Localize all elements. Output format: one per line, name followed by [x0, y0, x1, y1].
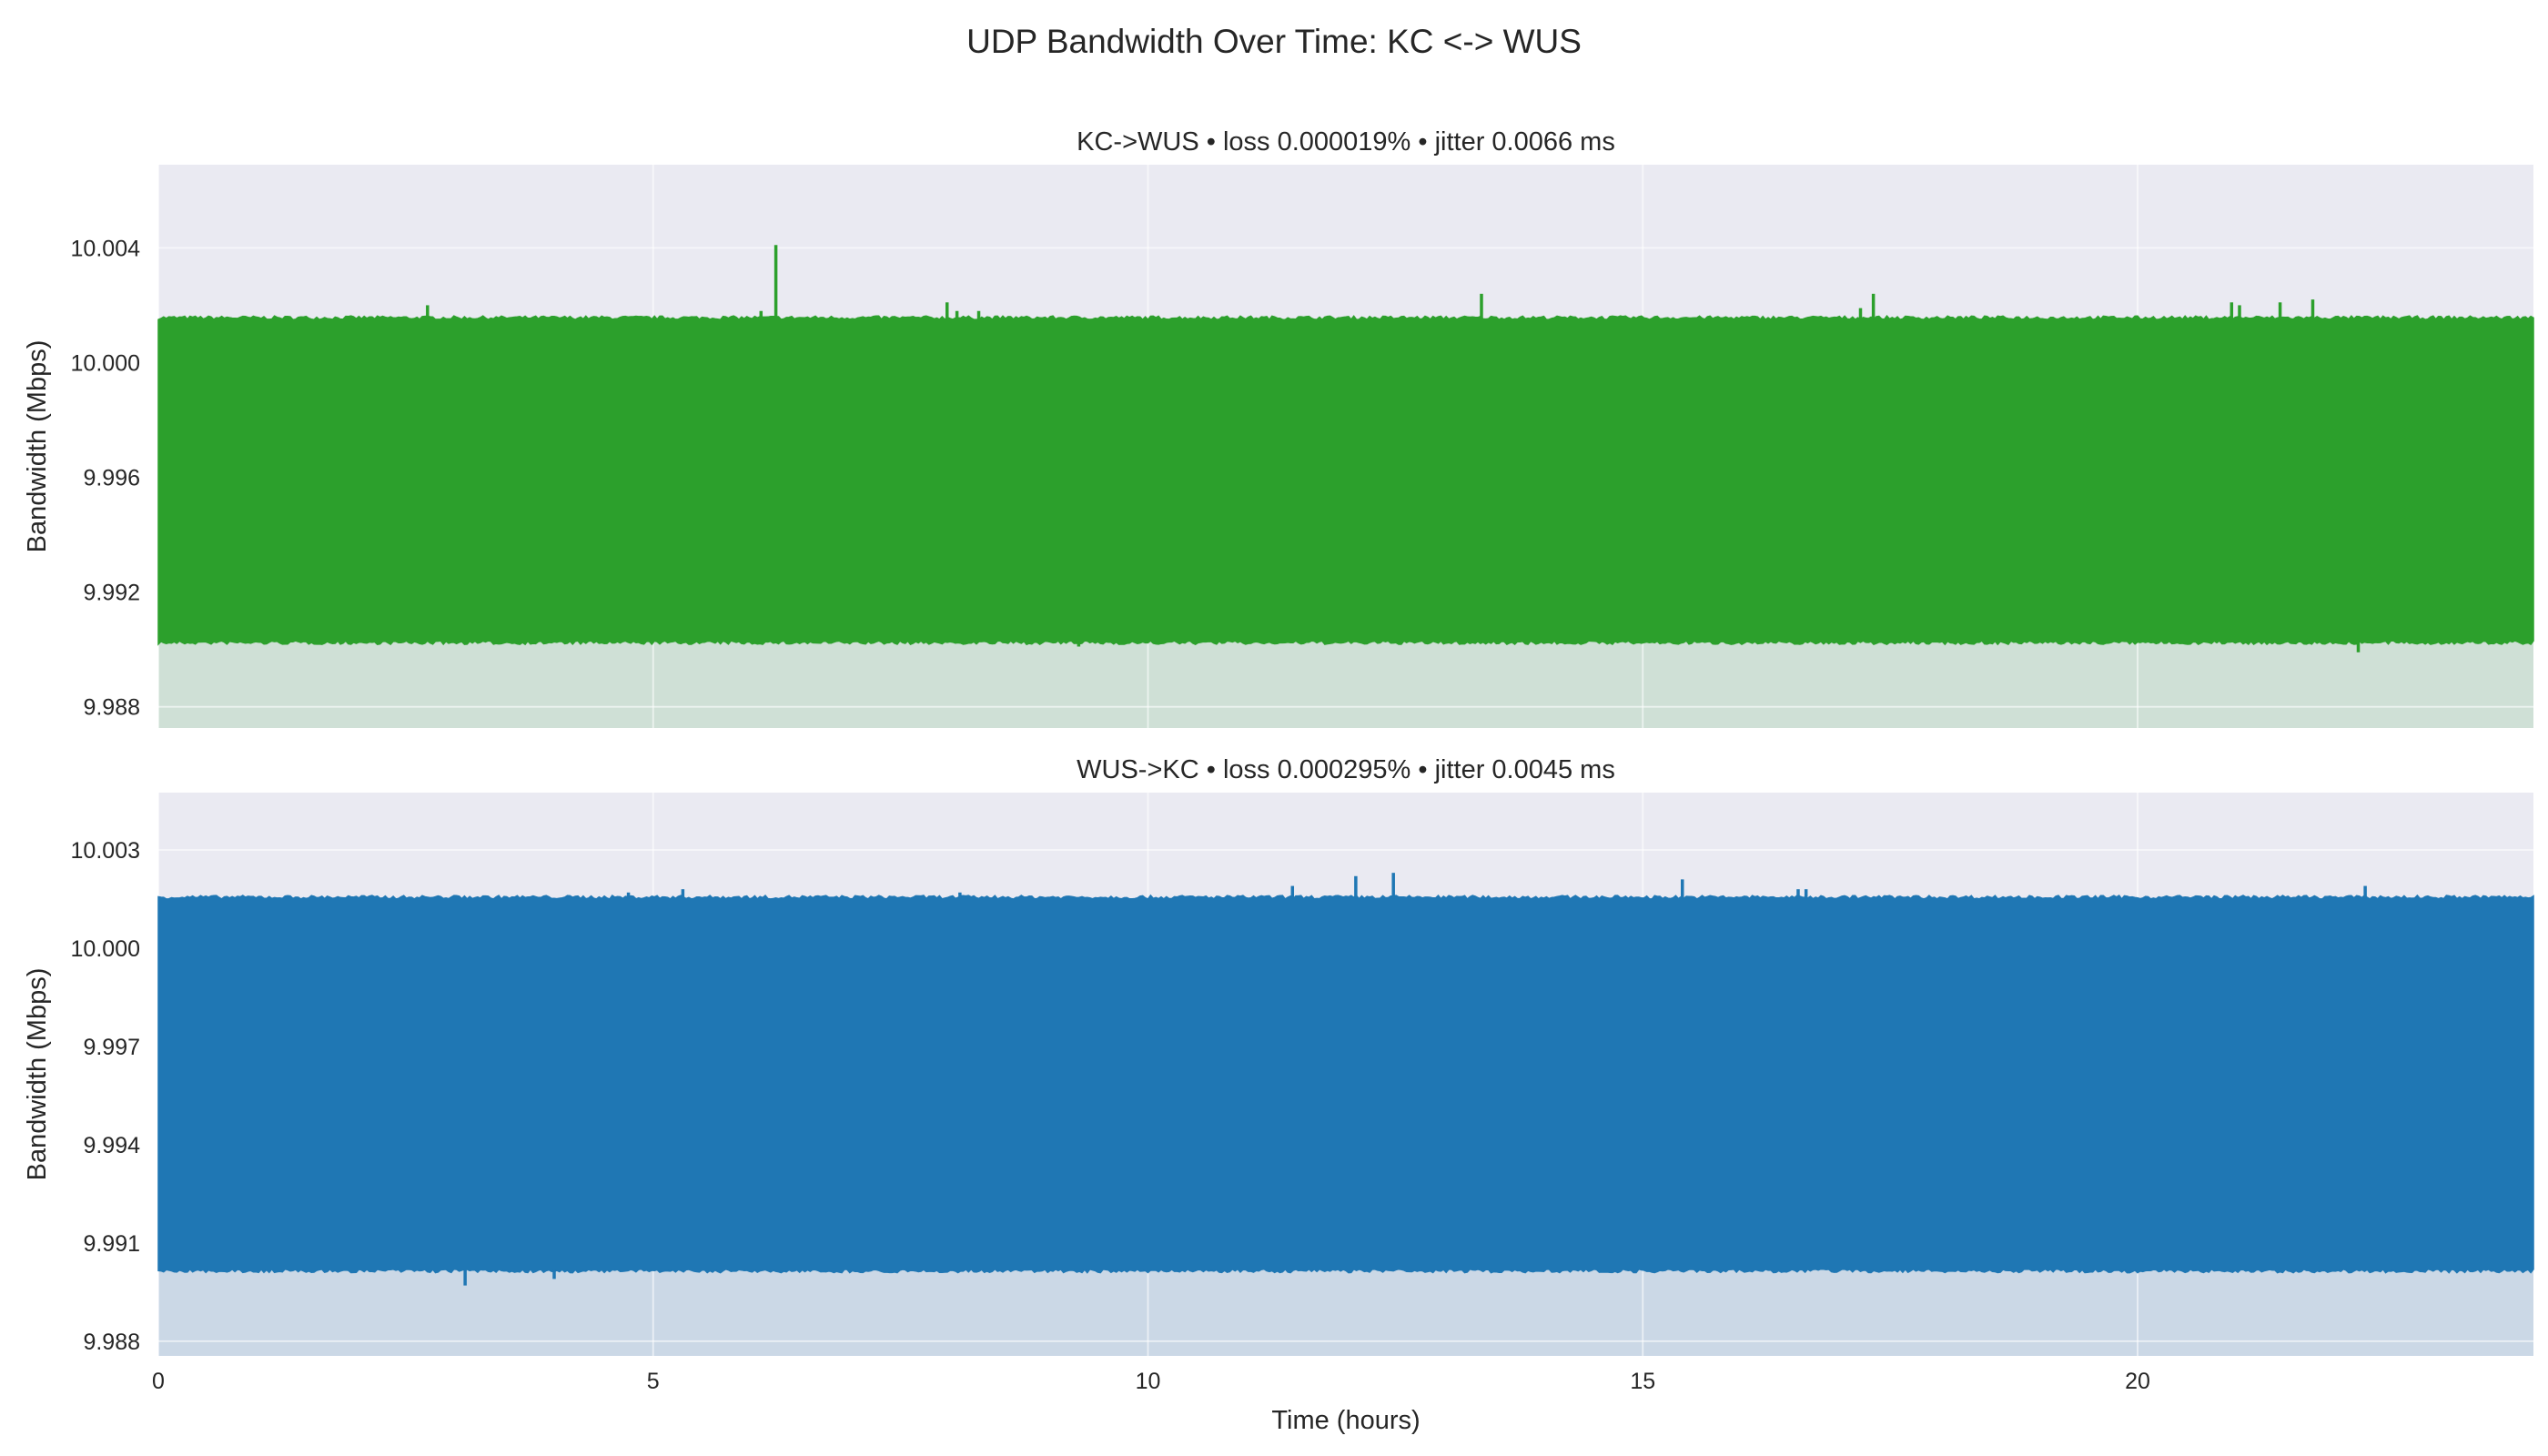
y-tick-label: 9.997 [83, 1035, 140, 1060]
y-tick-label: 9.988 [83, 695, 140, 721]
bandwidth-series [157, 315, 2534, 646]
y-tick-label: 10.004 [71, 236, 141, 261]
y-tick-label: 9.988 [83, 1330, 140, 1355]
x-axis-label: Time (hours) [1271, 1406, 1420, 1435]
x-tick-label: 0 [152, 1369, 165, 1394]
bandwidth-series [157, 894, 2534, 1274]
fill-area [158, 641, 2533, 728]
y-axis-label: Bandwidth (Mbps) [23, 968, 52, 1181]
x-tick-label: 20 [2125, 1369, 2150, 1394]
subplot-1: 9.988 9.992 9.996 10.000 10.004 KC->WUS • los… [23, 127, 2534, 728]
subplot-title: KC->WUS • loss 0.000019% • jitter 0.0066… [1077, 127, 1615, 157]
y-tick-label: 9.996 [83, 466, 140, 491]
subplot-2: 9.988 9.991 9.994 9.997 10.000 10.003 WUS->KC … [23, 755, 2534, 1435]
y-axis-label: Bandwidth (Mbps) [23, 340, 52, 553]
x-tick-label: 10 [1136, 1369, 1161, 1394]
y-tick-label: 9.991 [83, 1231, 140, 1257]
subplot-title: WUS->KC • loss 0.000295% • jitter 0.0045… [1077, 755, 1615, 784]
y-tick-label: 9.994 [83, 1133, 140, 1158]
y-tick-label: 10.003 [71, 838, 140, 864]
y-tick-label: 9.992 [83, 581, 140, 606]
fill-area [158, 1269, 2533, 1356]
x-tick-label: 5 [647, 1369, 660, 1394]
figure-title: UDP Bandwidth Over Time: KC <-> WUS [966, 23, 1582, 60]
y-tick-label: 10.000 [71, 936, 140, 962]
y-tick-label: 10.000 [71, 350, 140, 376]
x-tick-label: 15 [1630, 1369, 1655, 1394]
